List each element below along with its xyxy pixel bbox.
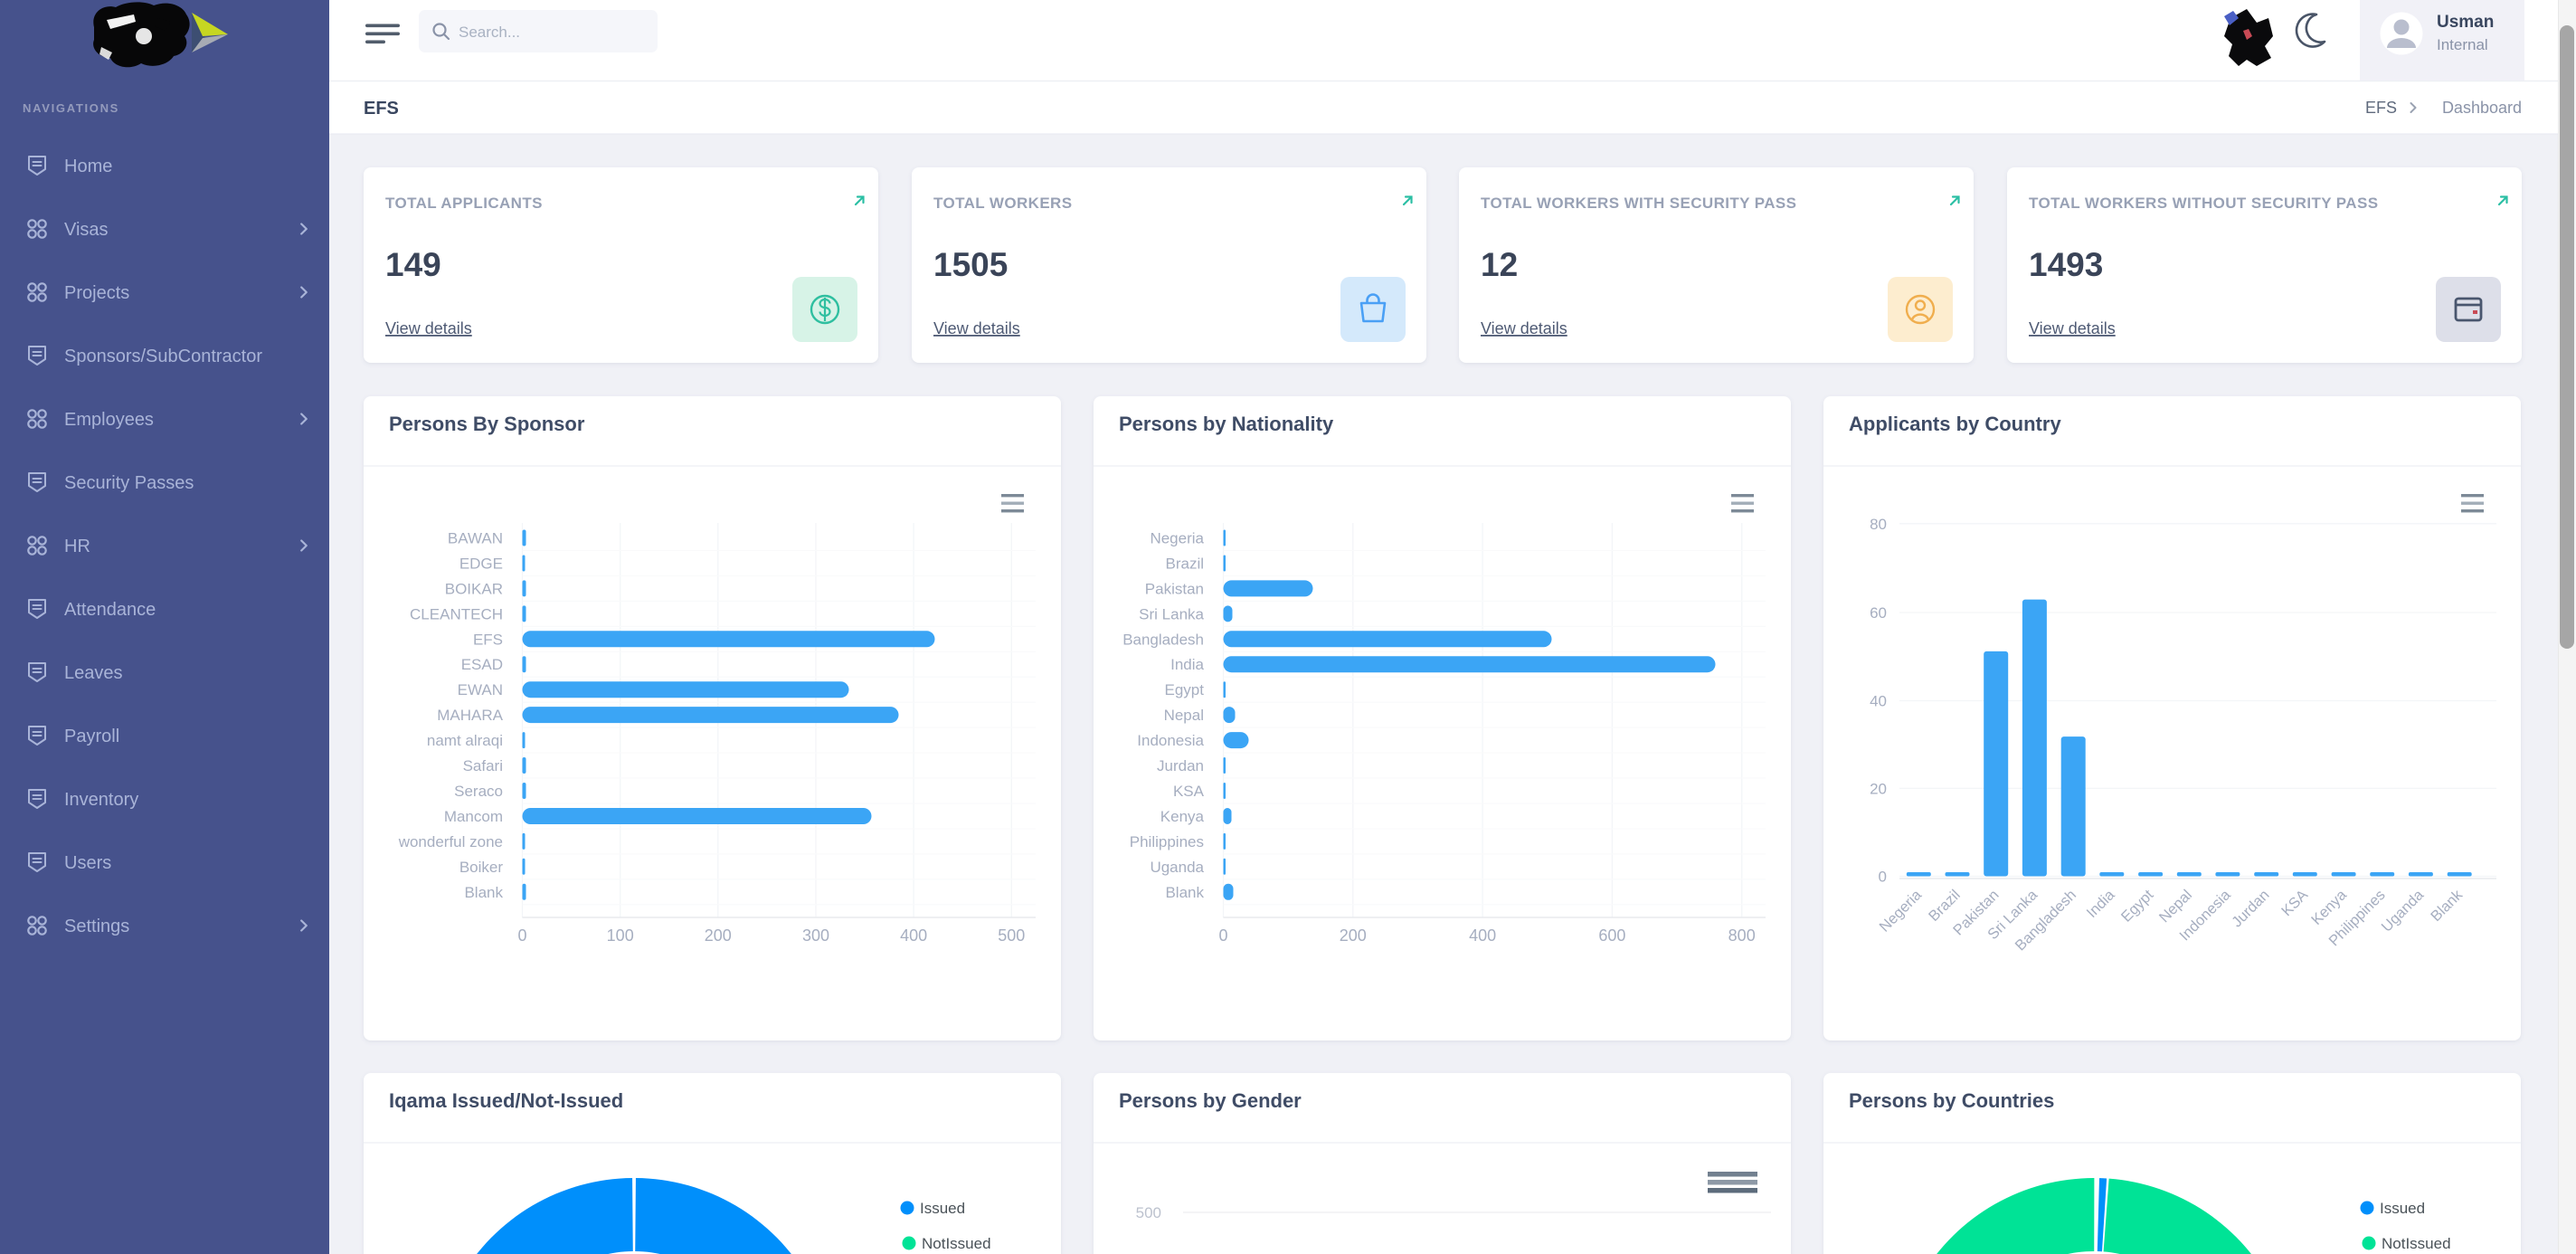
svg-text:Persons by Gender: Persons by Gender	[1119, 1089, 1302, 1112]
svg-text:NAVIGATIONS: NAVIGATIONS	[23, 101, 119, 115]
svg-text:EFS: EFS	[364, 99, 399, 119]
svg-text:Issued: Issued	[920, 1200, 965, 1217]
svg-text:Visas: Visas	[64, 220, 109, 240]
svg-text:Projects: Projects	[64, 283, 129, 303]
svg-text:Uganda: Uganda	[1150, 859, 1204, 876]
svg-text:0: 0	[1879, 869, 1887, 886]
svg-text:Attendance: Attendance	[64, 600, 156, 620]
svg-text:TOTAL WORKERS WITH SECURITY PA: TOTAL WORKERS WITH SECURITY PASS	[1481, 195, 1796, 212]
svg-text:NotIssued: NotIssued	[2382, 1235, 2451, 1252]
svg-text:namt alraqi: namt alraqi	[427, 732, 503, 749]
svg-text:EFS: EFS	[473, 631, 503, 648]
svg-text:Persons by Countries: Persons by Countries	[1849, 1089, 2054, 1112]
svg-text:Users: Users	[64, 853, 111, 873]
svg-text:wonderful zone: wonderful zone	[398, 833, 503, 850]
svg-text:200: 200	[1340, 926, 1367, 945]
svg-text:100: 100	[607, 926, 634, 945]
svg-text:Brazil: Brazil	[1165, 556, 1204, 573]
svg-text:Indonesia: Indonesia	[1137, 732, 1204, 749]
svg-text:Leaves: Leaves	[64, 663, 123, 683]
svg-text:0: 0	[517, 926, 526, 945]
svg-text:View details: View details	[385, 319, 472, 337]
svg-text:Safari: Safari	[463, 757, 503, 774]
svg-text:Usman: Usman	[2437, 13, 2494, 32]
svg-text:12: 12	[1481, 246, 1518, 283]
svg-text:600: 600	[1598, 926, 1625, 945]
svg-text:Mancom: Mancom	[444, 808, 503, 825]
svg-text:Sri Lanka: Sri Lanka	[1139, 605, 1204, 622]
svg-text:View details: View details	[1481, 319, 1567, 337]
svg-text:500: 500	[1136, 1204, 1161, 1221]
svg-text:NotIssued: NotIssued	[922, 1235, 991, 1252]
svg-text:200: 200	[705, 926, 732, 945]
svg-text:0: 0	[1218, 926, 1227, 945]
svg-text:Issued: Issued	[2380, 1200, 2425, 1217]
svg-text:400: 400	[900, 926, 927, 945]
svg-text:Kenya: Kenya	[1160, 808, 1205, 825]
svg-text:Applicants by Country: Applicants by Country	[1849, 413, 2061, 435]
svg-text:Sponsors/SubContractor: Sponsors/SubContractor	[64, 347, 262, 366]
svg-text:HR: HR	[64, 537, 90, 556]
svg-text:800: 800	[1728, 926, 1756, 945]
svg-text:20: 20	[1870, 780, 1887, 797]
svg-text:Persons by Nationality: Persons by Nationality	[1119, 413, 1334, 435]
svg-text:View details: View details	[933, 319, 1020, 337]
svg-text:Inventory: Inventory	[64, 790, 138, 810]
svg-text:1505: 1505	[933, 246, 1008, 283]
svg-text:Internal: Internal	[2437, 36, 2488, 53]
svg-text:EWAN: EWAN	[458, 681, 503, 698]
svg-text:Security Passes: Security Passes	[64, 473, 194, 493]
svg-text:View details: View details	[2029, 319, 2116, 337]
svg-text:Negeria: Negeria	[1150, 530, 1204, 547]
svg-text:Blank: Blank	[1165, 884, 1204, 901]
svg-text:Seraco: Seraco	[454, 783, 503, 800]
svg-text:1493: 1493	[2029, 246, 2103, 283]
svg-text:500: 500	[998, 926, 1025, 945]
svg-text:Settings: Settings	[64, 917, 129, 936]
svg-text:Blank: Blank	[464, 884, 503, 901]
svg-text:Philippines: Philippines	[1130, 833, 1204, 850]
svg-text:Nepal: Nepal	[1164, 707, 1204, 724]
svg-text:149: 149	[385, 246, 441, 283]
svg-text:Persons By Sponsor: Persons By Sponsor	[389, 413, 585, 435]
svg-text:Payroll: Payroll	[64, 727, 119, 746]
svg-text:India: India	[1170, 656, 1204, 673]
svg-text:CLEANTECH: CLEANTECH	[410, 605, 503, 622]
svg-text:EDGE: EDGE	[459, 556, 503, 573]
svg-text:TOTAL APPLICANTS: TOTAL APPLICANTS	[385, 195, 543, 212]
svg-text:Boiker: Boiker	[459, 859, 504, 876]
svg-text:Employees: Employees	[64, 410, 154, 430]
svg-text:BOIKAR: BOIKAR	[445, 580, 503, 597]
svg-text:KSA: KSA	[1173, 783, 1205, 800]
svg-text:80: 80	[1870, 516, 1887, 533]
svg-text:ESAD: ESAD	[461, 656, 503, 673]
svg-text:Home: Home	[64, 157, 112, 176]
svg-text:300: 300	[802, 926, 829, 945]
svg-text:Egypt: Egypt	[1165, 681, 1205, 698]
svg-text:Jurdan: Jurdan	[1157, 757, 1204, 774]
svg-text:TOTAL WORKERS WITHOUT SECURITY: TOTAL WORKERS WITHOUT SECURITY PASS	[2029, 195, 2378, 212]
svg-text:MAHARA: MAHARA	[437, 707, 503, 724]
svg-text:Dashboard: Dashboard	[2442, 99, 2522, 117]
svg-text:Bangladesh: Bangladesh	[1122, 631, 1204, 648]
svg-text:Search...: Search...	[459, 24, 520, 41]
svg-text:Pakistan: Pakistan	[1145, 580, 1204, 597]
svg-text:Iqama Issued/Not-Issued: Iqama Issued/Not-Issued	[389, 1089, 623, 1112]
svg-text:EFS: EFS	[2365, 99, 2397, 117]
svg-text:60: 60	[1870, 604, 1887, 622]
svg-text:40: 40	[1870, 693, 1887, 710]
svg-text:TOTAL WORKERS: TOTAL WORKERS	[933, 195, 1072, 212]
svg-text:400: 400	[1469, 926, 1496, 945]
svg-text:BAWAN: BAWAN	[448, 530, 503, 547]
